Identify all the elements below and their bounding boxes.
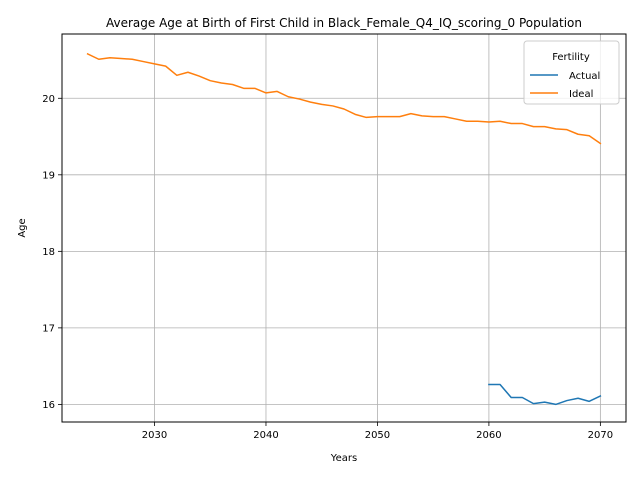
legend: Fertility Actual Ideal [523, 40, 620, 105]
y-tick-label: 16 [42, 400, 55, 411]
x-tick-label: 2050 [365, 430, 390, 441]
series-lines [86, 52, 602, 406]
x-tick-label: 2040 [253, 430, 278, 441]
x-tick-label: 2060 [476, 430, 501, 441]
y-axis-label: Age [17, 218, 28, 237]
y-tick-label: 19 [42, 170, 55, 181]
y-tick-label: 17 [42, 323, 55, 334]
x-axis-label: Years [330, 453, 357, 464]
x-tick-label: 2030 [142, 430, 167, 441]
chart-title: Average Age at Birth of First Child in B… [106, 16, 582, 30]
series-line-actual [488, 383, 602, 406]
legend-box [523, 40, 620, 105]
series-line-ideal [86, 52, 602, 145]
axis-ticks: 2030 2040 2050 2060 2070 16 17 18 19 20 [42, 94, 613, 441]
plot-frame [61, 33, 627, 423]
legend-label-ideal: Ideal [569, 89, 593, 100]
y-tick-label: 18 [42, 247, 55, 258]
x-tick-label: 2070 [588, 430, 613, 441]
legend-title: Fertility [552, 52, 590, 63]
y-tick-label: 20 [42, 94, 55, 105]
legend-label-actual: Actual [569, 71, 600, 82]
